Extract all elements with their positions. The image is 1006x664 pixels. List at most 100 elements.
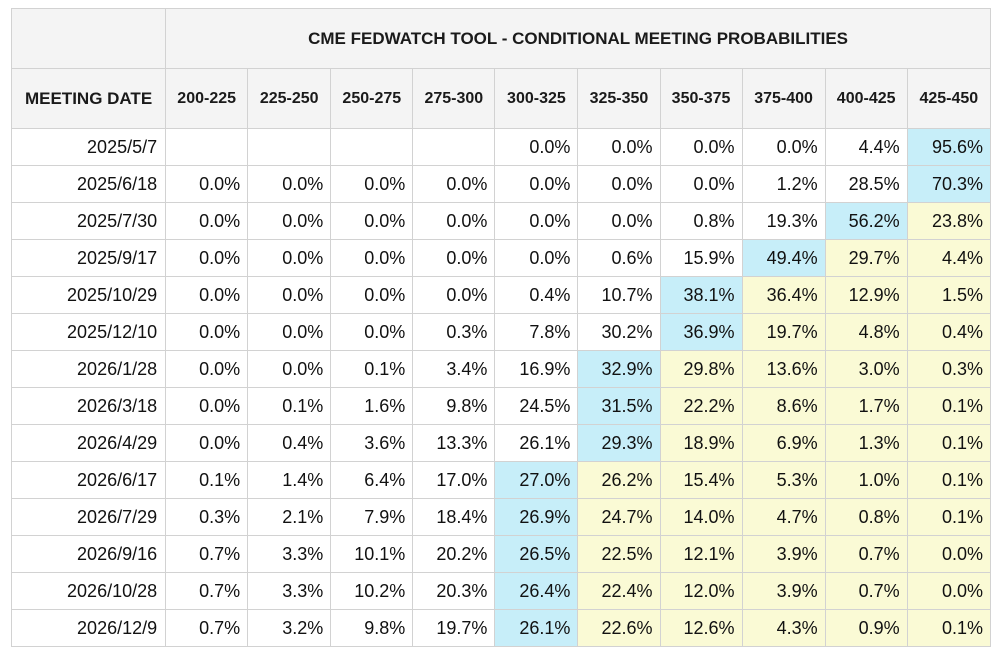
probability-cell: 0.0%	[494, 165, 579, 203]
probability-cell: 0.3%	[165, 498, 249, 536]
probability-cell: 0.1%	[906, 387, 992, 425]
probability-cell: 4.3%	[741, 609, 826, 647]
probability-cell: 3.3%	[247, 535, 332, 573]
range-header: 275-300	[412, 68, 496, 129]
probability-cell: 0.0%	[659, 128, 743, 166]
probability-cell: 1.5%	[906, 276, 992, 314]
probability-cell: 15.9%	[659, 239, 743, 277]
meeting-date-cell: 2026/4/29	[10, 424, 167, 462]
probability-cell: 95.6%	[906, 128, 992, 166]
probability-cell: 14.0%	[659, 498, 743, 536]
probability-cell: 0.0%	[247, 202, 332, 240]
probability-cell: 20.3%	[412, 572, 496, 610]
probability-cell: 29.7%	[824, 239, 908, 277]
probability-cell: 0.0%	[412, 276, 496, 314]
probability-cell: 0.8%	[659, 202, 743, 240]
meeting-date-cell: 2026/7/29	[10, 498, 167, 536]
probability-cell: 12.6%	[659, 609, 743, 647]
probability-cell: 26.4%	[494, 572, 579, 610]
probability-cell: 1.7%	[824, 387, 908, 425]
probability-cell: 24.7%	[577, 498, 661, 536]
probability-cell: 24.5%	[494, 387, 579, 425]
range-header: 375-400	[741, 68, 826, 129]
probability-cell: 0.0%	[247, 313, 332, 351]
probability-cell: 0.1%	[165, 461, 249, 499]
probability-cell: 26.2%	[577, 461, 661, 499]
probability-cell: 0.1%	[906, 461, 992, 499]
probability-cell: 36.4%	[741, 276, 826, 314]
probability-cell: 15.4%	[659, 461, 743, 499]
probability-cell: 0.0%	[247, 276, 332, 314]
probability-cell: 18.4%	[412, 498, 496, 536]
probability-cell: 9.8%	[330, 609, 414, 647]
probability-cell: 4.8%	[824, 313, 908, 351]
range-header: 425-450	[906, 68, 992, 129]
probability-cell: 4.4%	[906, 239, 992, 277]
table-row: 2025/5/7 0.0% 0.0% 0.0% 0.0% 4.4% 95.6%	[10, 128, 992, 166]
probability-cell: 17.0%	[412, 461, 496, 499]
probability-cell: 0.0%	[412, 202, 496, 240]
probability-cell: 28.5%	[824, 165, 908, 203]
probability-cell: 7.8%	[494, 313, 579, 351]
probability-cell: 19.3%	[741, 202, 826, 240]
probability-cell: 12.9%	[824, 276, 908, 314]
probability-cell: 0.7%	[824, 535, 908, 573]
meeting-date-cell: 2025/7/30	[10, 202, 167, 240]
table-row: 2026/7/29 0.3% 2.1% 7.9% 18.4% 26.9% 24.7% 14.0…	[10, 498, 992, 536]
probability-cell	[412, 128, 496, 166]
table-row: 2025/7/30 0.0% 0.0% 0.0% 0.0% 0.0% 0.0% 0.8% 19.…	[10, 202, 992, 240]
probability-cell: 0.0%	[165, 313, 249, 351]
probability-cell: 0.7%	[165, 572, 249, 610]
probability-cell: 22.4%	[577, 572, 661, 610]
title-row: CME FEDWATCH TOOL - CONDITIONAL MEETING …	[10, 8, 991, 69]
probability-cell: 1.6%	[330, 387, 414, 425]
meeting-date-cell: 2025/10/29	[10, 276, 167, 314]
probability-cell: 3.9%	[741, 572, 826, 610]
probability-cell: 10.2%	[330, 572, 414, 610]
range-header: 200-225	[165, 68, 249, 129]
probability-cell: 0.1%	[247, 387, 332, 425]
probability-cell: 0.4%	[247, 424, 332, 462]
table-row: 2025/12/10 0.0% 0.0% 0.0% 0.3% 7.8% 30.2% 36.9%…	[10, 313, 992, 351]
range-header: 325-350	[577, 68, 661, 129]
probability-cell: 10.1%	[330, 535, 414, 573]
probability-cell: 26.1%	[494, 424, 579, 462]
probability-cell: 38.1%	[659, 276, 743, 314]
probability-cell: 0.3%	[906, 350, 992, 388]
probability-cell: 0.0%	[330, 165, 414, 203]
probability-cell: 70.3%	[906, 165, 992, 203]
probability-cell: 3.2%	[247, 609, 332, 647]
probability-cell: 0.0%	[494, 202, 579, 240]
probability-cell	[330, 128, 414, 166]
probability-cell: 8.6%	[741, 387, 826, 425]
range-header: 250-275	[330, 68, 414, 129]
probability-cell: 13.6%	[741, 350, 826, 388]
probability-cell: 0.0%	[165, 350, 249, 388]
table-row: 2026/12/9 0.7% 3.2% 9.8% 19.7% 26.1% 22.6% 12.6…	[10, 609, 992, 647]
probability-cell: 1.0%	[824, 461, 908, 499]
probability-cell: 1.3%	[824, 424, 908, 462]
meeting-date-cell: 2025/5/7	[10, 128, 167, 166]
probability-cell: 6.4%	[330, 461, 414, 499]
range-header: 400-425	[824, 68, 908, 129]
probability-cell: 1.2%	[741, 165, 826, 203]
meeting-date-header: MEETING DATE	[10, 68, 167, 129]
probability-cell: 0.0%	[906, 535, 992, 573]
probability-cell: 0.0%	[577, 202, 661, 240]
probability-cell: 5.3%	[741, 461, 826, 499]
probability-cell: 4.4%	[824, 128, 908, 166]
probability-cell: 0.1%	[906, 609, 992, 647]
meeting-date-cell: 2026/1/28	[10, 350, 167, 388]
probability-cell: 31.5%	[577, 387, 661, 425]
meeting-date-cell: 2026/10/28	[10, 572, 167, 610]
corner-cell	[10, 8, 167, 69]
probability-cell: 19.7%	[741, 313, 826, 351]
probability-cell: 0.7%	[824, 572, 908, 610]
meeting-date-cell: 2025/12/10	[10, 313, 167, 351]
range-header: 225-250	[247, 68, 332, 129]
table-row: 2026/1/28 0.0% 0.0% 0.1% 3.4% 16.9% 32.9% 29.8%…	[10, 350, 992, 388]
table-row: 2026/10/28 0.7% 3.3% 10.2% 20.3% 26.4% 22.4% 12…	[10, 572, 992, 610]
probability-cell: 13.3%	[412, 424, 496, 462]
probability-cell: 0.3%	[412, 313, 496, 351]
probability-cell: 16.9%	[494, 350, 579, 388]
